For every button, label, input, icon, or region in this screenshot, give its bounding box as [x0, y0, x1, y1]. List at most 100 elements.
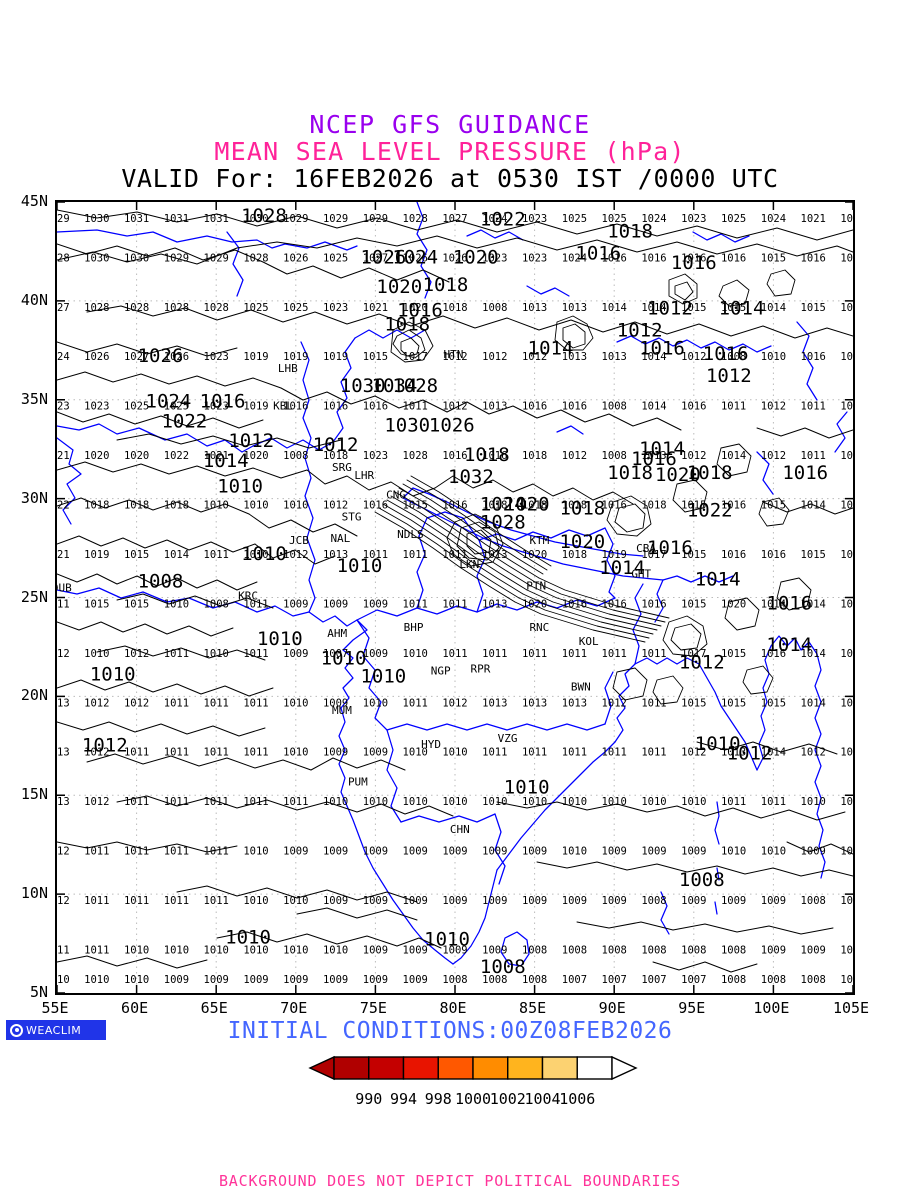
map-text-label: 1008 [801, 974, 826, 986]
map-text-label: 1009 [283, 974, 308, 986]
map-text-label: 1016 [761, 549, 786, 561]
map-text-label: 1009 [283, 598, 308, 610]
map-text-label: 1009 [403, 974, 428, 986]
map-text-label: 1011 [164, 648, 189, 660]
map-text-label: 1016 [562, 401, 587, 413]
map-text-label: 1009 [403, 846, 428, 858]
map-text-label: 1011 [164, 895, 189, 907]
map-text-label: 1018 [522, 500, 547, 512]
map-text-label: 1013 [522, 302, 547, 314]
map-text-label: 1010 [323, 796, 348, 808]
map-text-label: 1022 [57, 500, 70, 512]
map-text-label: 1024 [146, 391, 192, 413]
coastline-layer [57, 202, 848, 967]
map-text-label: 1009 [641, 846, 666, 858]
colorbar-tick-labels: 990 994 998 1000 1002 1004 1006 [308, 1070, 638, 1108]
map-text-label: 1009 [442, 846, 467, 858]
map-text-label: 1010 [403, 648, 428, 660]
map-text-label: 1014 [761, 747, 786, 759]
lon-tick-label: 60E [121, 999, 149, 1017]
map-text-label: 1016 [575, 242, 621, 264]
lat-tick-label: 30N [20, 488, 48, 507]
map-text-label: 1008 [480, 956, 526, 978]
lon-tick-label: 75E [359, 999, 387, 1017]
map-text-label: 1014 [761, 302, 786, 314]
map-text-label: 1014 [641, 351, 666, 363]
map-text-label: 1029 [363, 213, 388, 225]
isobar-contour-layer [57, 209, 853, 973]
map-text-label: 1008 [482, 974, 507, 986]
map-text-label: 1018 [423, 274, 469, 296]
map-text-label: 1028 [403, 450, 428, 462]
map-text-label: MUM [332, 704, 352, 717]
map-text-label: 1012 [57, 846, 70, 858]
map-text-label: 1013 [57, 747, 70, 759]
map-text-label: 1011 [482, 648, 507, 660]
map-text-label: 1016 [721, 500, 746, 512]
map-text-label: 1011 [243, 796, 268, 808]
map-text-label: 1013 [562, 697, 587, 709]
lon-tick-label: 95E [678, 999, 706, 1017]
map-plot-area[interactable]: 1028 1022 1018 1016 1016 1026 1024 1020 1020 1018… [55, 200, 855, 995]
map-text-label: 1012 [681, 747, 706, 759]
map-text-label: 1009 [243, 974, 268, 986]
map-text-label: 1030 [84, 252, 109, 264]
map-text-label: 1015 [124, 549, 149, 561]
map-text-label: RNC [529, 621, 549, 634]
map-text-label: 1016 [681, 401, 706, 413]
map-text-label: 1013 [721, 747, 746, 759]
map-text-label: 1011 [204, 895, 229, 907]
map-text-label: 1011 [57, 944, 70, 956]
colorbar-right-arrow [611, 1055, 638, 1081]
map-text-label: 1015 [761, 697, 786, 709]
map-text-label: 1016 [482, 450, 507, 462]
map-text-label: NDLS [397, 528, 424, 541]
map-text-label: 1010 [360, 666, 406, 688]
map-text-label: 1010 [283, 944, 308, 956]
map-text-label: 1009 [562, 895, 587, 907]
map-text-label: 1020 [522, 549, 547, 561]
map-text-label: 1011 [801, 450, 826, 462]
map-text-label: 1015 [721, 697, 746, 709]
map-text-label: 1025 [164, 401, 189, 413]
map-text-label: 1026 [360, 246, 406, 268]
map-text-label: 1018 [687, 462, 733, 484]
map-text-label: 1010 [164, 944, 189, 956]
map-text-label: 1018 [84, 500, 109, 512]
colorbar-tick: 990 [355, 1090, 383, 1108]
map-text-label: 1012 [727, 743, 773, 765]
lon-tick-label: 90E [598, 999, 626, 1017]
map-text-label: 1018 [464, 444, 510, 466]
map-text-label: 1009 [801, 944, 826, 956]
map-text-label: 1023 [84, 401, 109, 413]
map-text-label: 1011 [442, 598, 467, 610]
map-text-label: 1011 [721, 401, 746, 413]
map-text-label: 1018 [522, 450, 547, 462]
weaclim-logo[interactable]: WEACLIM [6, 1020, 106, 1040]
map-text-label: 1026 [164, 351, 189, 363]
map-text-label: CBA [636, 542, 656, 555]
map-text-label: 1015 [363, 351, 388, 363]
map-text-label: 1011 [243, 747, 268, 759]
colorbar[interactable] [308, 1055, 638, 1081]
map-text-label: 1009 [602, 846, 627, 858]
map-text-label: 1011 [562, 747, 587, 759]
map-text-label: 1009 [363, 598, 388, 610]
map-text-label: 1011 [164, 747, 189, 759]
map-text-label: 1011 [243, 598, 268, 610]
map-text-label: 1010 [243, 846, 268, 858]
map-text-label: 1011 [442, 648, 467, 660]
map-text-label: 1015 [681, 598, 706, 610]
map-text-label: 1013 [562, 302, 587, 314]
map-text-label: 1008 [679, 869, 725, 891]
map-text-label: 1023 [522, 213, 547, 225]
map-text-label: 1014 [766, 634, 812, 656]
map-text-label: 1029 [164, 252, 189, 264]
map-text-label: 1010 [562, 796, 587, 808]
map-text-label: 1011 [164, 846, 189, 858]
lon-tick-label: 80E [439, 999, 467, 1017]
map-text-label: 1022 [687, 499, 733, 521]
map-text-label: 1012 [313, 434, 359, 456]
map-text-label: 1016 [766, 592, 812, 614]
